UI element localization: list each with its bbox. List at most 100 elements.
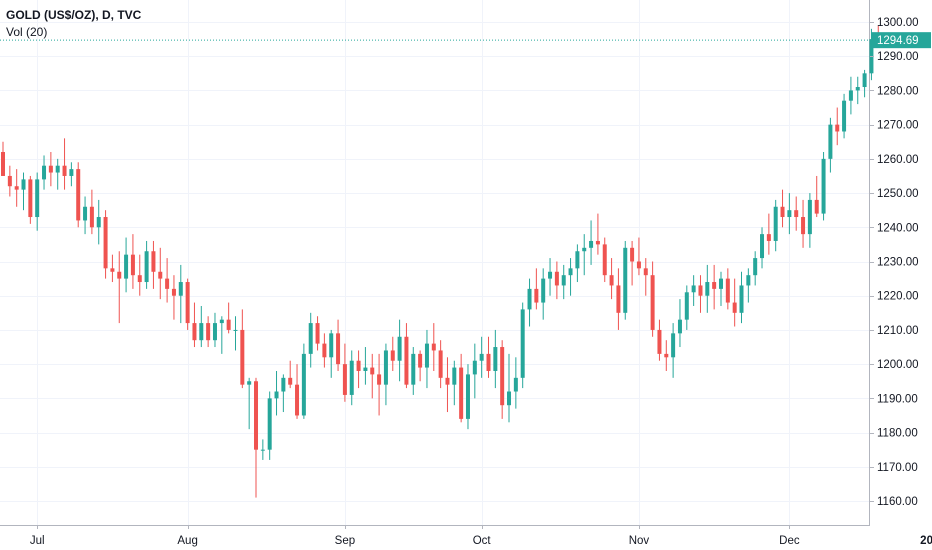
candle[interactable] <box>698 275 703 313</box>
candle[interactable] <box>732 278 737 327</box>
candle[interactable] <box>336 319 341 371</box>
candle[interactable] <box>356 350 361 389</box>
candle[interactable] <box>561 264 566 300</box>
candle[interactable] <box>219 316 224 354</box>
candle[interactable] <box>438 340 443 389</box>
candle[interactable] <box>165 258 170 303</box>
candle[interactable] <box>725 268 730 310</box>
candle[interactable] <box>602 237 607 283</box>
price-axis[interactable]: 1160.00 1170.00 1180.00 1190.00 1200.00 1210.… <box>870 17 919 508</box>
candle[interactable] <box>240 309 245 389</box>
candle[interactable] <box>753 251 758 286</box>
candle[interactable] <box>206 316 211 348</box>
candle[interactable] <box>55 158 60 190</box>
candle[interactable] <box>76 162 81 228</box>
candle[interactable] <box>595 213 600 255</box>
candle[interactable] <box>110 254 115 283</box>
candle[interactable] <box>69 162 74 187</box>
candle[interactable] <box>247 377 252 430</box>
candle[interactable] <box>500 340 505 419</box>
candle[interactable] <box>151 240 156 289</box>
candle[interactable] <box>14 169 19 207</box>
candle[interactable] <box>62 138 67 190</box>
candle[interactable] <box>520 302 525 389</box>
candle[interactable] <box>28 175 33 224</box>
candle[interactable] <box>404 323 409 389</box>
candle[interactable] <box>459 353 464 423</box>
candle[interactable] <box>130 234 135 289</box>
candle[interactable] <box>842 93 847 139</box>
candle[interactable] <box>650 261 655 337</box>
candle[interactable] <box>616 268 621 330</box>
candle[interactable] <box>315 316 320 351</box>
candle[interactable] <box>301 343 306 419</box>
candle[interactable] <box>486 336 491 378</box>
candle[interactable] <box>691 275 696 306</box>
candle[interactable] <box>349 350 354 406</box>
candle[interactable] <box>418 350 423 382</box>
candle[interactable] <box>281 374 286 413</box>
candle[interactable] <box>534 268 539 310</box>
candle[interactable] <box>124 237 129 293</box>
candle[interactable] <box>137 254 142 296</box>
candle[interactable] <box>342 343 347 402</box>
candle[interactable] <box>7 165 12 197</box>
candle[interactable] <box>212 312 217 348</box>
candle[interactable] <box>370 353 375 399</box>
candle[interactable] <box>766 213 771 255</box>
candle[interactable] <box>746 268 751 303</box>
candle[interactable] <box>862 69 867 98</box>
candle[interactable] <box>821 152 826 221</box>
candle[interactable] <box>582 234 587 276</box>
candle[interactable] <box>178 264 183 324</box>
candle[interactable] <box>233 316 238 351</box>
candle[interactable] <box>144 240 149 289</box>
candle[interactable] <box>254 377 259 498</box>
candle[interactable] <box>89 189 94 235</box>
candle[interactable] <box>158 247 163 300</box>
candle[interactable] <box>329 329 334 378</box>
candle[interactable] <box>630 240 635 286</box>
candle[interactable] <box>117 251 122 324</box>
candle[interactable] <box>35 172 40 231</box>
candle[interactable] <box>42 155 47 190</box>
candle[interactable] <box>322 333 327 368</box>
candle[interactable] <box>712 264 717 310</box>
candle[interactable] <box>390 336 395 371</box>
candle[interactable] <box>192 302 197 348</box>
candle[interactable] <box>575 244 580 283</box>
candle[interactable] <box>397 319 402 382</box>
candle[interactable] <box>479 336 484 378</box>
candle[interactable] <box>383 343 388 406</box>
candle[interactable] <box>554 261 559 300</box>
candle[interactable] <box>513 357 518 409</box>
candle[interactable] <box>568 258 573 296</box>
candle[interactable] <box>623 240 628 320</box>
candle[interactable] <box>465 364 470 430</box>
time-axis[interactable]: Jul Aug Sep Oct Nov Dec 2019 <box>30 525 932 547</box>
candle[interactable] <box>855 76 860 105</box>
candle[interactable] <box>171 275 176 320</box>
candle[interactable] <box>589 220 594 265</box>
candle[interactable] <box>493 329 498 389</box>
candle[interactable] <box>96 199 101 245</box>
candle[interactable] <box>636 237 641 276</box>
candle[interactable] <box>48 152 53 187</box>
candle[interactable] <box>260 439 265 460</box>
candle[interactable] <box>507 353 512 423</box>
candle[interactable] <box>185 278 190 330</box>
candle[interactable] <box>787 193 792 235</box>
candle[interactable] <box>472 343 477 399</box>
candle[interactable] <box>548 258 553 296</box>
candle[interactable] <box>411 347 416 395</box>
candle[interactable] <box>760 227 765 269</box>
candle[interactable] <box>103 210 108 279</box>
candle[interactable] <box>828 117 833 173</box>
candle[interactable] <box>739 271 744 324</box>
candle[interactable] <box>773 199 778 252</box>
candle[interactable] <box>794 196 799 231</box>
candle[interactable] <box>226 302 231 334</box>
candle[interactable] <box>664 340 669 371</box>
